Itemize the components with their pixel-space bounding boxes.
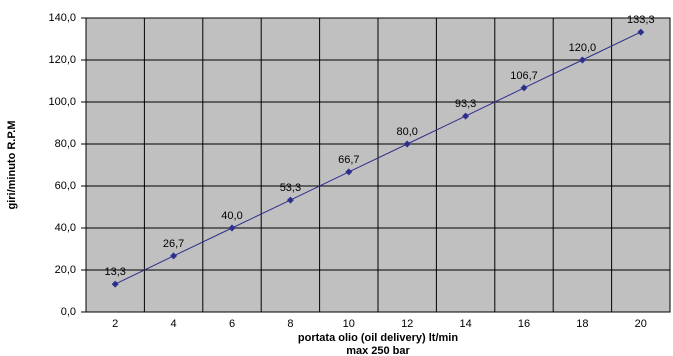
x-tick-label: 10 bbox=[343, 318, 355, 330]
x-tick-label: 14 bbox=[459, 318, 471, 330]
y-tick-label: 120,0 bbox=[48, 54, 76, 66]
x-axis-title-2: max 250 bar bbox=[346, 345, 410, 356]
data-label: 120,0 bbox=[569, 42, 597, 54]
data-label: 26,7 bbox=[163, 238, 184, 250]
data-label: 40,0 bbox=[221, 210, 242, 222]
marker bbox=[520, 84, 528, 92]
data-label: 80,0 bbox=[396, 126, 417, 138]
data-label: 66,7 bbox=[338, 154, 359, 166]
data-label: 133,3 bbox=[627, 14, 655, 26]
y-tick-label: 0,0 bbox=[61, 306, 76, 318]
marker bbox=[170, 252, 178, 260]
x-tick-label: 20 bbox=[635, 318, 647, 330]
marker bbox=[403, 140, 411, 148]
x-tick-label: 4 bbox=[171, 318, 177, 330]
data-label: 53,3 bbox=[280, 182, 301, 194]
marker bbox=[111, 280, 119, 288]
x-tick-label: 18 bbox=[576, 318, 588, 330]
x-tick-label: 16 bbox=[518, 318, 530, 330]
x-tick-label: 12 bbox=[401, 318, 413, 330]
x-axis-title: portata olio (oil delivery) lt/min bbox=[298, 332, 458, 344]
marker bbox=[462, 112, 470, 120]
y-tick-label: 60,0 bbox=[55, 180, 76, 192]
data-label: 13,3 bbox=[104, 266, 125, 278]
line bbox=[114, 31, 642, 285]
y-tick-label: 80,0 bbox=[55, 138, 76, 150]
data-label: 106,7 bbox=[510, 70, 538, 82]
y-tick-label: 100,0 bbox=[48, 96, 76, 108]
marker bbox=[286, 196, 294, 204]
y-tick-label: 40,0 bbox=[55, 222, 76, 234]
y-tick-label: 140,0 bbox=[48, 12, 76, 24]
marker bbox=[228, 224, 236, 232]
y-axis-title: giri/minuto R.P.M bbox=[6, 120, 18, 209]
data-label: 93,3 bbox=[455, 98, 476, 110]
marker bbox=[578, 56, 586, 64]
y-tick-label: 20,0 bbox=[55, 264, 76, 276]
x-tick-label: 8 bbox=[287, 318, 293, 330]
x-tick-label: 6 bbox=[229, 318, 235, 330]
x-tick-label: 2 bbox=[112, 318, 118, 330]
marker bbox=[345, 168, 353, 176]
marker bbox=[637, 28, 645, 36]
